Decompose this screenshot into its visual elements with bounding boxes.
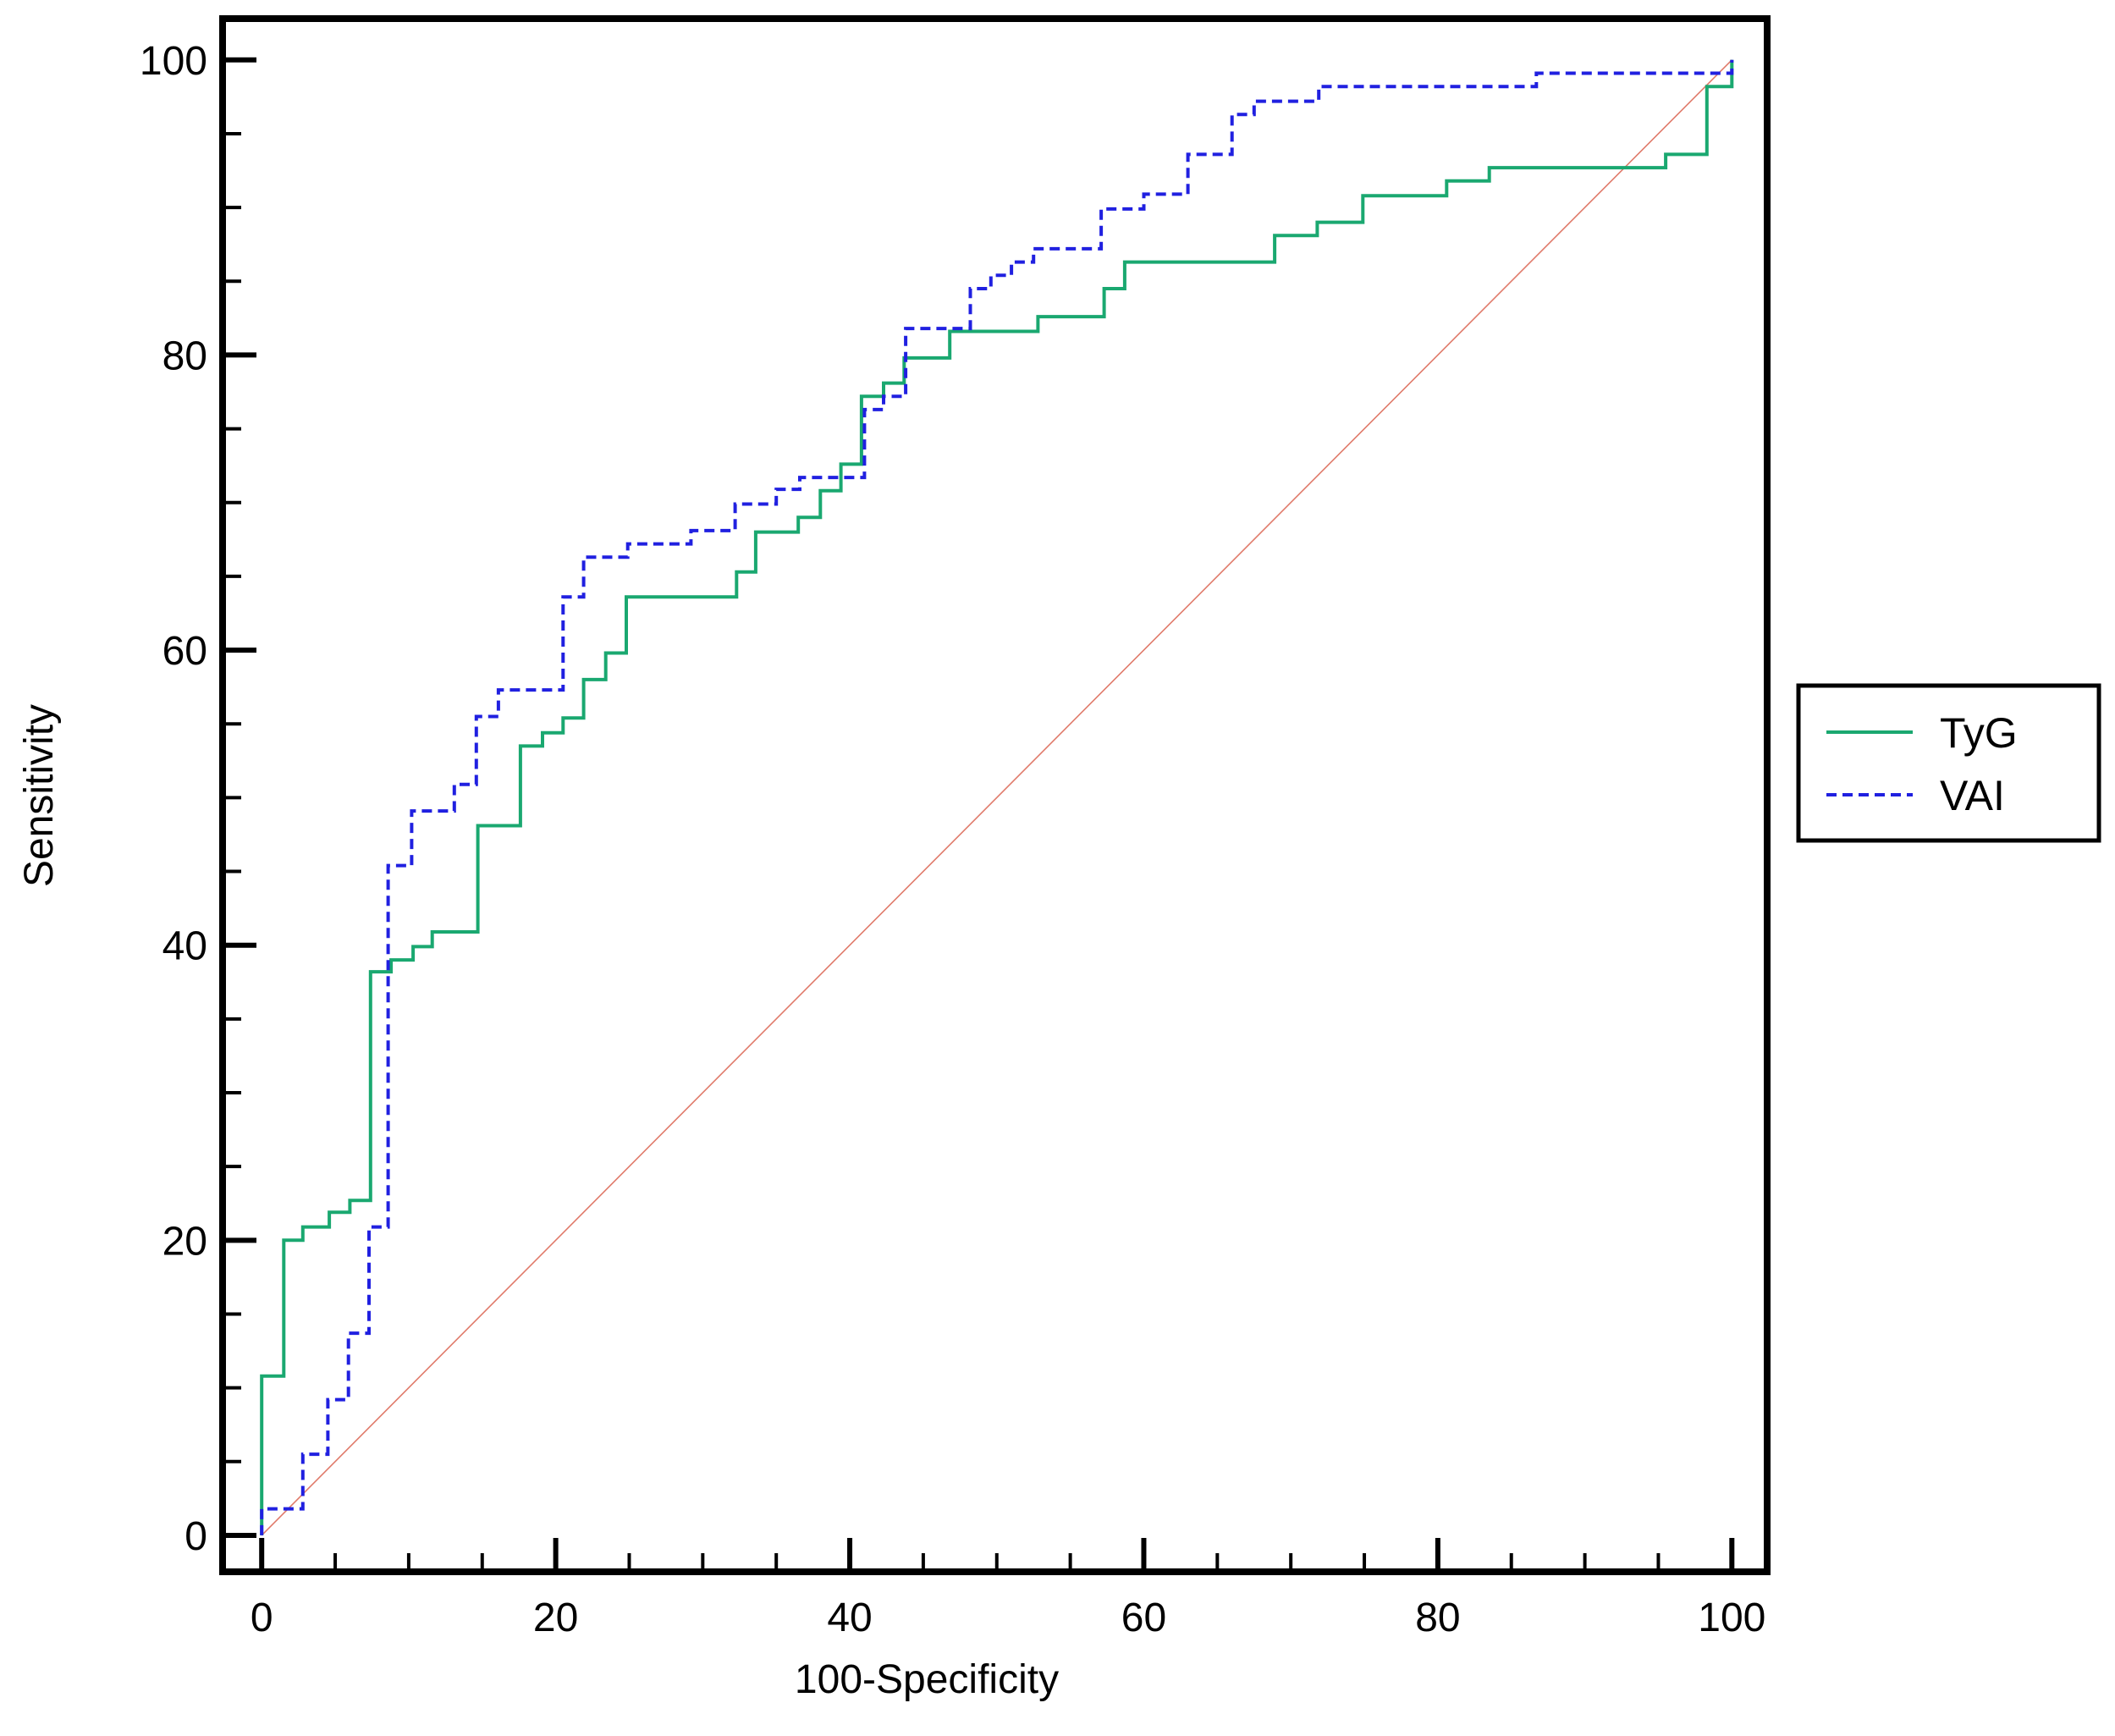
x-tick-label: 0 <box>251 1595 273 1640</box>
x-axis-label: 100-Specificity <box>795 1657 1059 1702</box>
y-tick-label: 60 <box>162 629 207 674</box>
legend-label: TyG <box>1940 709 2018 757</box>
plot-frame <box>219 15 1771 1575</box>
x-tick-label: 40 <box>827 1595 872 1640</box>
x-tick-label: 60 <box>1121 1595 1166 1640</box>
y-tick-label: 20 <box>162 1219 207 1264</box>
roc-curve <box>260 59 1734 1535</box>
roc-curve <box>260 59 1734 1535</box>
x-tick-label: 100 <box>1698 1595 1765 1640</box>
x-tick-label: 80 <box>1415 1595 1460 1640</box>
y-tick-label: 100 <box>140 39 207 84</box>
y-axis-label: Sensitivity <box>17 704 62 887</box>
y-tick-label: 40 <box>162 924 207 969</box>
reference-line <box>261 59 1732 1536</box>
y-tick-label: 80 <box>162 333 207 378</box>
x-tick-label: 20 <box>533 1595 578 1640</box>
legend-label: VAI <box>1940 772 2005 819</box>
y-tick-label: 0 <box>185 1514 207 1559</box>
legend-box <box>1796 683 2101 843</box>
